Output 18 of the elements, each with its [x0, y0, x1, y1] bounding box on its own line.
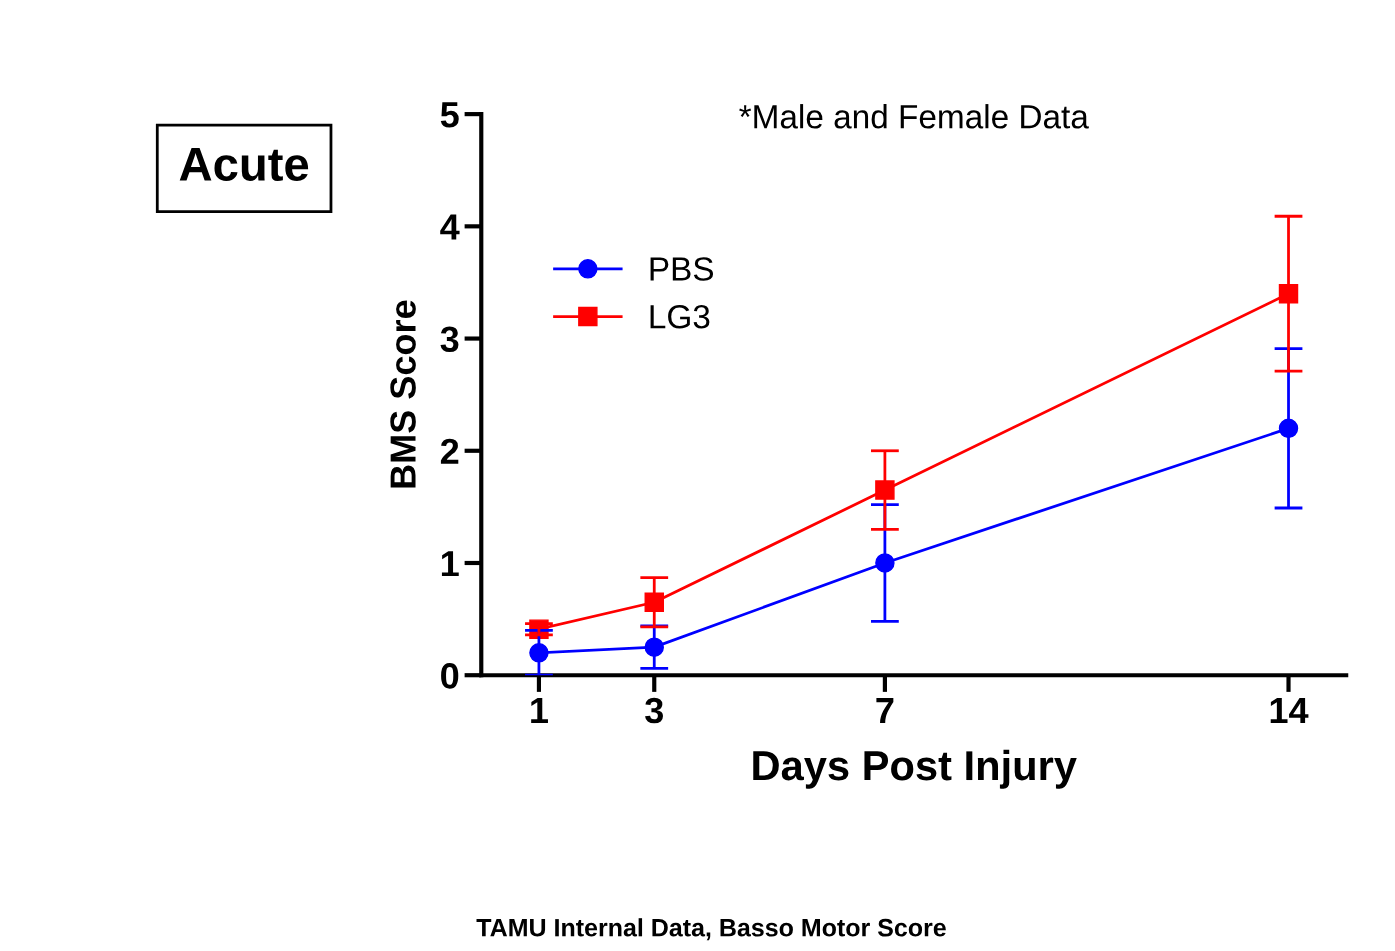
x-tick-label: 14 [1270, 698, 1309, 723]
y-tick-label: 1 [441, 551, 459, 577]
y-tick-label: 0 [441, 663, 459, 689]
text: TAMU Internal Data, Basso Motor Score [476, 918, 946, 941]
chart-title: *Male and Female Data [739, 104, 1089, 129]
point [875, 480, 895, 500]
legend-label: LG3 [650, 304, 710, 329]
y-tick-label: 4 [440, 214, 460, 240]
x-tick-label: 1 [531, 698, 548, 723]
legend-label: PBS [650, 257, 714, 281]
y-tick-label: 3 [440, 326, 459, 353]
x-axis-title: Days Post Injury [753, 749, 1077, 789]
y-axis-title: BMS Score [390, 300, 416, 488]
text: Acute [179, 148, 309, 181]
x-tick-label: 7 [876, 698, 894, 723]
y-tick-label: 5 [440, 102, 459, 128]
y-tick-label: 2 [440, 438, 459, 464]
x-tick-label: 3 [645, 697, 663, 724]
